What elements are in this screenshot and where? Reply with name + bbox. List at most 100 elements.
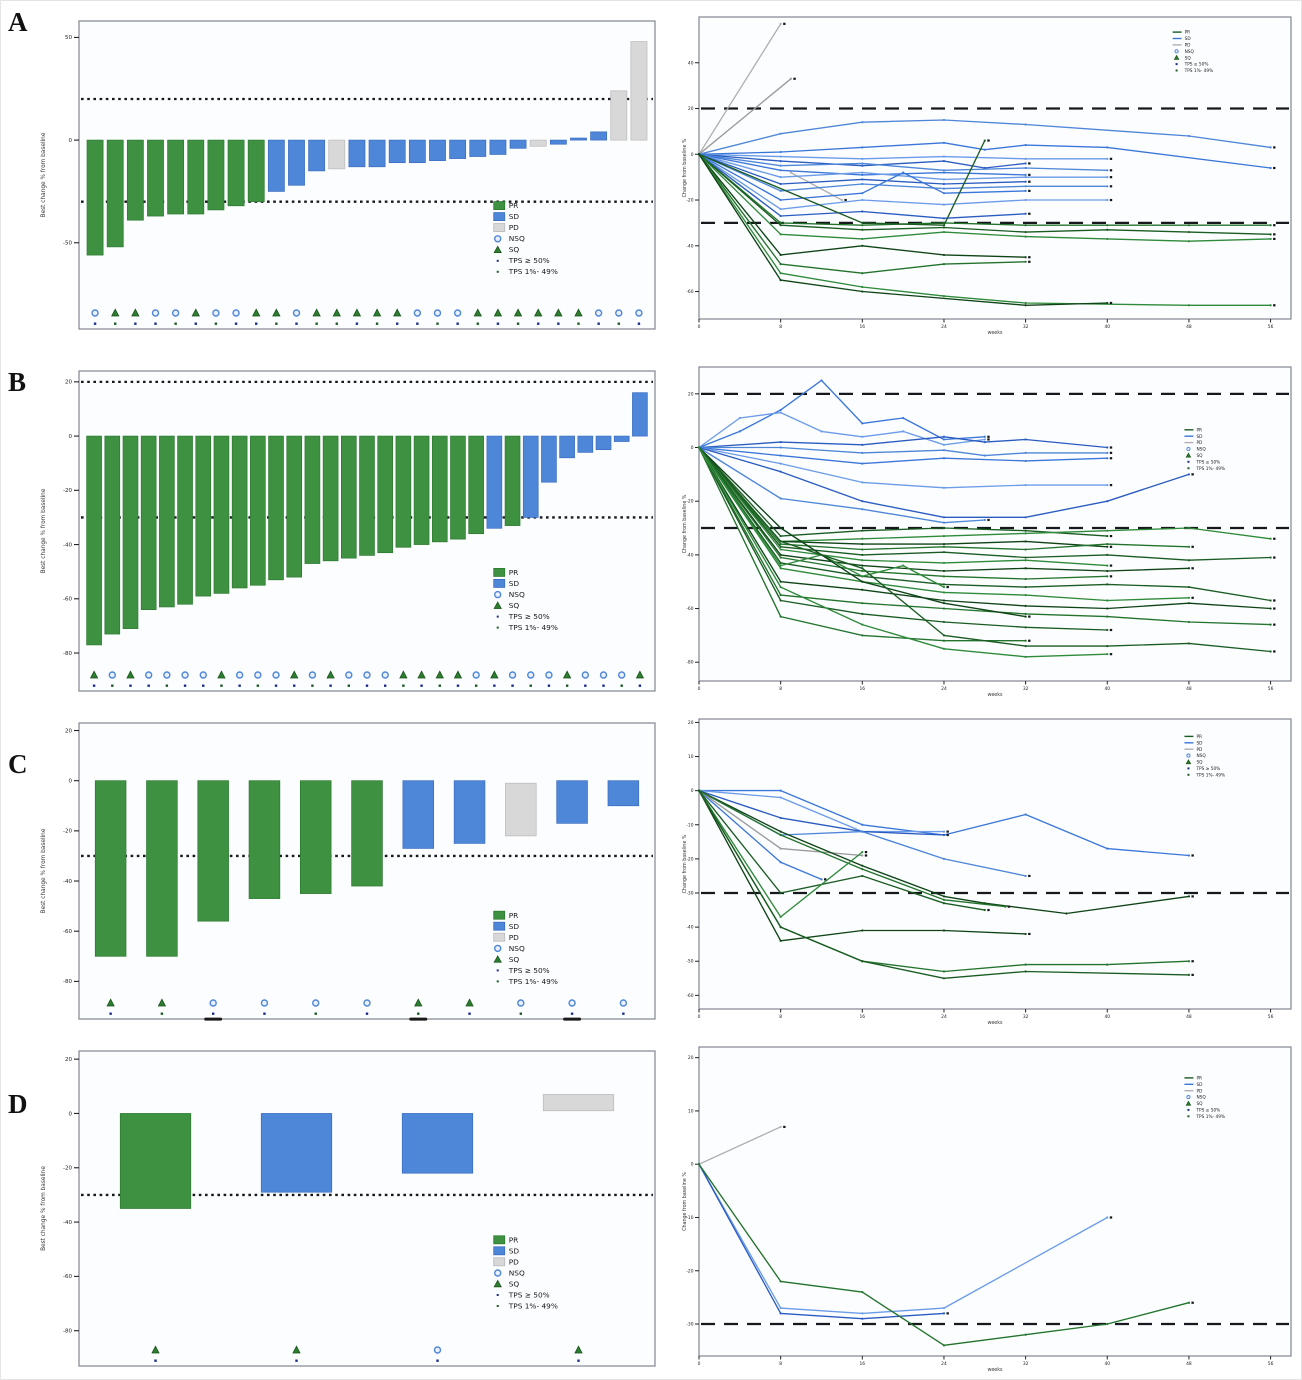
legend-swatch-tps-dot-icon: [496, 980, 499, 983]
panel-row-d: 20 0 -20 -40 -60 -80 Best change % from baseli…: [1, 1039, 1301, 1376]
legend-label: SQ: [509, 1279, 520, 1288]
bar-pd: [542, 1094, 615, 1112]
series-end-marker: [1028, 180, 1031, 183]
panel-a-spider-svg: 40 20 0 -20 -40 -60 0 8 16 24 32 40 48 56 weeks Change …: [682, 16, 1292, 336]
tps-markers: [93, 322, 641, 325]
series-end-marker: [1109, 169, 1113, 172]
y-axis: 50 0 -50: [63, 35, 79, 247]
nsq-circle-icon: [235, 671, 244, 679]
bar-pr: [247, 139, 265, 203]
series-pr: [698, 447, 1271, 626]
legend-label: SD: [509, 922, 520, 931]
tps-dot-icon: [92, 684, 96, 687]
y-axis-label: Best change % from baseline: [41, 488, 47, 573]
legend-label: NSQ: [509, 234, 525, 243]
sq-triangle-icon: [513, 308, 523, 317]
nsq-circle-icon: [163, 671, 171, 679]
legend-label: TPS ≥ 50%: [508, 1290, 550, 1299]
nsq-circle-icon: [232, 309, 240, 317]
nsq-circle-icon: [599, 671, 608, 679]
svg-text:0: 0: [69, 778, 73, 784]
tps-dot-icon: [154, 322, 157, 325]
y-axis: 20 0 -20 -40 -60 -80: [63, 1057, 79, 1334]
bar-pr: [106, 139, 124, 248]
bar-pr: [167, 139, 185, 215]
bar-pd: [630, 41, 648, 141]
svg-text:0: 0: [69, 138, 73, 144]
panel-b-spider-svg: 20 0 -20 -40 -60 -80 0 8 16 24 32 40 48 56 weeks Change…: [682, 366, 1292, 698]
series-pr: [698, 447, 1271, 561]
legend-swatch-nsq-circle-icon: [494, 1269, 502, 1277]
plot-frame: [78, 20, 656, 330]
legend-label: TPS 1%- 49%: [1184, 68, 1214, 74]
series-sd: [698, 446, 1108, 489]
legend-swatch-tps-dot-icon: [1175, 69, 1178, 72]
sq-triangle-icon: [157, 998, 167, 1007]
legend-swatch-tps-dot-icon: [1175, 63, 1178, 66]
tps-dot-icon: [311, 684, 314, 687]
bar-pr: [377, 435, 394, 554]
svg-text:24: 24: [941, 1361, 947, 1367]
bar-pr: [146, 780, 178, 957]
series-sd: [698, 789, 945, 836]
series-end-marker: [1273, 304, 1276, 307]
bar-pr: [450, 435, 466, 540]
nsq-circle-icon: [618, 671, 626, 679]
bar-pr: [86, 435, 102, 646]
svg-text:0: 0: [698, 686, 701, 692]
tps-dot-icon: [516, 322, 520, 325]
tps-dot-icon: [274, 684, 278, 687]
plot-frame: [698, 16, 1292, 320]
svg-text:-20: -20: [686, 198, 693, 204]
svg-text:-20: -20: [63, 488, 72, 494]
series-end-marker: [793, 77, 796, 80]
nsq-circle-icon: [413, 309, 422, 317]
bar-pr: [431, 435, 448, 543]
series-end-marker: [987, 438, 990, 441]
legend-label: TPS ≥ 50%: [508, 966, 550, 975]
tps-dot-icon: [383, 684, 387, 687]
svg-text:32: 32: [1023, 324, 1029, 330]
svg-text:-50: -50: [63, 241, 72, 247]
series-pr: [698, 153, 1271, 242]
series-end-marker: [946, 830, 949, 833]
series-sd: [698, 153, 1026, 169]
series-end-marker: [987, 435, 990, 438]
bar-pr: [468, 435, 484, 535]
svg-text:-50: -50: [686, 959, 693, 965]
sq-triangle-icon: [292, 1345, 301, 1354]
bar-pr: [140, 435, 157, 610]
bar-sd: [613, 435, 630, 442]
legend-swatch-tps-dot-icon: [496, 1305, 499, 1307]
series-end-marker: [946, 585, 949, 589]
bar-pr: [395, 435, 412, 548]
bar-pr: [268, 435, 284, 581]
legend-swatch-sd: [493, 1246, 506, 1256]
series-pd: [698, 78, 792, 155]
svg-text:-20: -20: [686, 856, 693, 862]
series-end-marker: [1028, 260, 1031, 263]
panel-letter-b: B: [8, 367, 27, 397]
legend-label: SQ: [509, 601, 520, 610]
legend-label: NSQ: [509, 590, 525, 599]
legend-label: PD: [509, 223, 519, 232]
svg-text:0: 0: [69, 434, 73, 440]
y-axis-label: Best change % from baseline: [41, 132, 47, 217]
plot-frame: [698, 1046, 1292, 1357]
histology-markers: [91, 308, 643, 317]
legend-label: NSQ: [1185, 49, 1195, 55]
nsq-circle-icon: [272, 671, 280, 679]
series-sd: [698, 153, 1108, 181]
tps-dot-icon: [496, 322, 500, 325]
sq-triangle-icon: [326, 670, 335, 679]
bar-pr: [299, 780, 332, 894]
svg-text:20: 20: [65, 380, 72, 386]
series-pr: [698, 790, 1189, 979]
nsq-circle-icon: [635, 309, 643, 317]
tps-dot-icon: [263, 1012, 266, 1015]
series-end-marker: [1191, 960, 1194, 963]
svg-text:-20: -20: [686, 499, 693, 505]
tps-dot-icon: [238, 684, 241, 687]
tps-dot-icon: [111, 684, 114, 687]
